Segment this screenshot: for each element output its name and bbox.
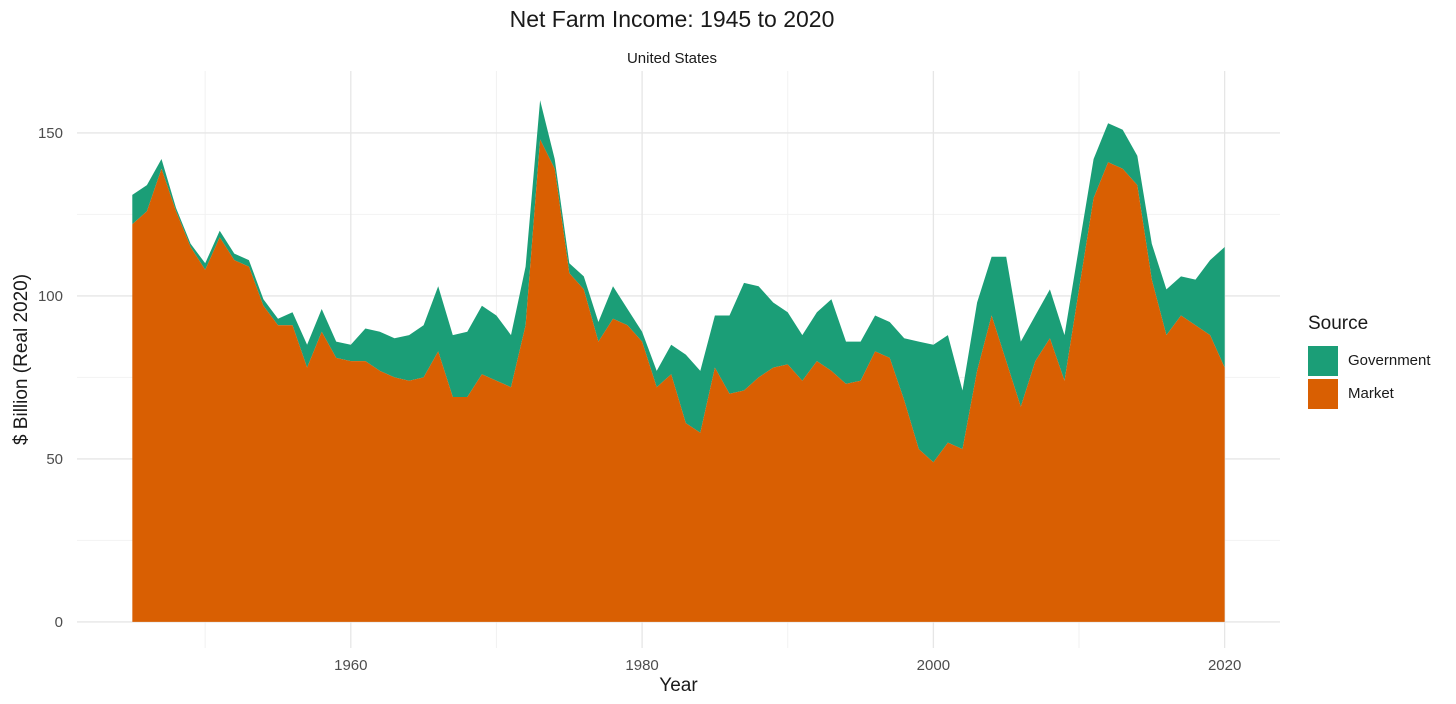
legend-swatch-government — [1308, 345, 1338, 376]
x-tick-label: 2000 — [917, 657, 950, 674]
legend-item-market: Market — [1308, 378, 1431, 409]
legend-title: Source — [1308, 313, 1369, 334]
area-market — [132, 139, 1225, 622]
legend: Source Government Market — [1308, 313, 1431, 411]
x-tick-label: 1960 — [334, 657, 367, 674]
y-tick-label: 50 — [46, 451, 63, 468]
legend-label-market: Market — [1348, 385, 1394, 402]
legend-item-government: Government — [1308, 345, 1431, 376]
chart-title: Net Farm Income: 1945 to 2020 — [509, 6, 835, 32]
tick-labels: 1960 1980 2000 2020 0 50 100 150 — [38, 125, 1241, 674]
x-axis-title: Year — [659, 675, 698, 696]
legend-swatch-market — [1308, 378, 1338, 409]
x-tick-label: 2020 — [1208, 657, 1241, 674]
y-tick-label: 0 — [55, 614, 63, 631]
y-axis-title: $ Billion (Real 2020) — [11, 274, 32, 445]
y-tick-label: 100 — [38, 288, 63, 305]
y-tick-label: 150 — [38, 125, 63, 142]
area-layer — [132, 100, 1225, 622]
chart-subtitle: United States — [626, 50, 718, 67]
area-government — [132, 100, 1225, 463]
x-tick-label: 1980 — [625, 657, 658, 674]
legend-label-government: Government — [1348, 352, 1431, 369]
